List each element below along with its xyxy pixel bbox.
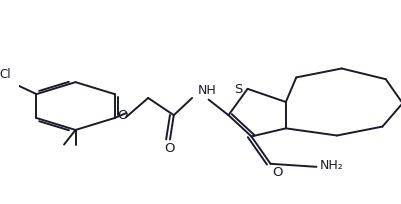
Text: O: O [272, 166, 282, 179]
Text: Cl: Cl [0, 68, 11, 81]
Text: O: O [117, 109, 128, 122]
Text: NH₂: NH₂ [319, 159, 342, 172]
Text: NH: NH [197, 84, 216, 97]
Text: O: O [164, 142, 175, 155]
Text: S: S [234, 83, 242, 96]
